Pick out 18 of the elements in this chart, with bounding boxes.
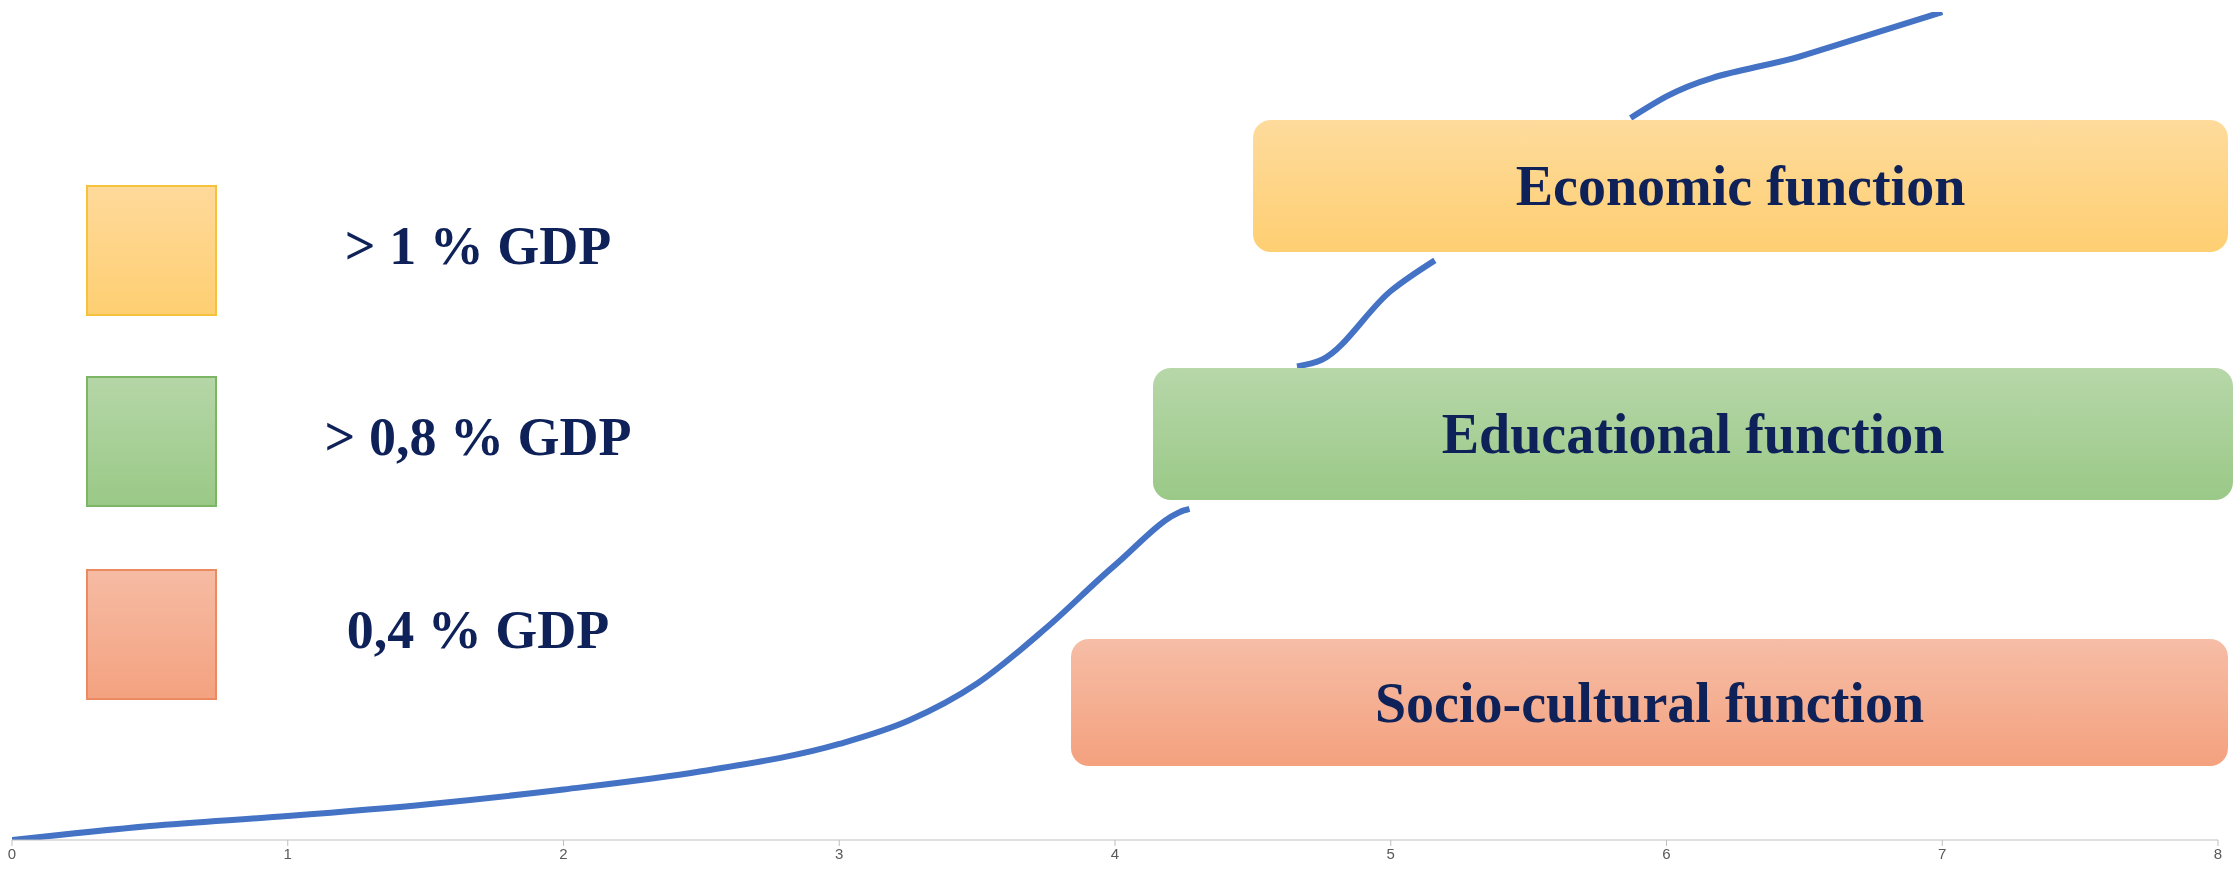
x-tick-label: 5 <box>1386 844 1395 862</box>
annotation: > 0,8 % GDP <box>323 406 633 468</box>
annotation: > 1 % GDP <box>343 215 613 277</box>
x-tick-label: 8 <box>2213 844 2223 862</box>
annotation: 0,4 % GDP <box>345 599 611 661</box>
x-tick-label: 1 <box>283 844 292 862</box>
x-tick-label: 6 <box>1662 844 1671 862</box>
x-tick-label: 0 <box>7 844 17 862</box>
annotation: Educational function <box>1441 402 1945 466</box>
rounded-box: Educational function <box>1153 368 2233 500</box>
x-tick-label: 2 <box>559 844 568 862</box>
annotation: Socio-cultural function <box>1374 670 1925 735</box>
annotation: Economic function <box>1515 154 1966 218</box>
rounded-box: Economic function <box>1253 120 2228 252</box>
x-tick-label: 3 <box>835 844 844 862</box>
x-tick-label: 7 <box>1938 844 1947 862</box>
rounded-box: Socio-cultural function <box>1071 639 2228 766</box>
x-tick-label: 4 <box>1110 844 1120 862</box>
